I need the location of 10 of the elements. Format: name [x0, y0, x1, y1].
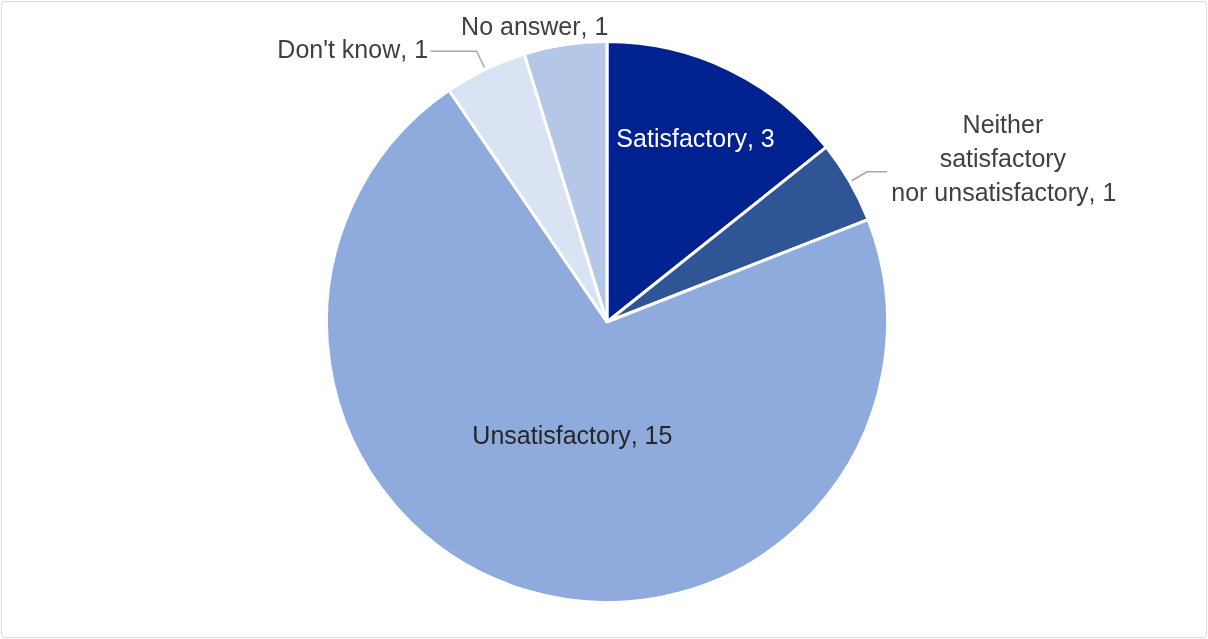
- slice-label: Satisfactory: [616, 123, 748, 152]
- data-label: , 1: [580, 11, 609, 40]
- data-label: , 1: [1088, 178, 1117, 207]
- data-label: , 15: [630, 421, 673, 450]
- data-label: , 1: [400, 35, 429, 64]
- slice-label: No answer: [461, 11, 581, 40]
- slice-label: Don't know: [277, 35, 402, 64]
- slice-label: Neither satisfactory nor unsatisfactory: [891, 110, 1090, 207]
- slice-label: Unsatisfactory: [472, 421, 632, 450]
- data-label: , 3: [746, 123, 775, 152]
